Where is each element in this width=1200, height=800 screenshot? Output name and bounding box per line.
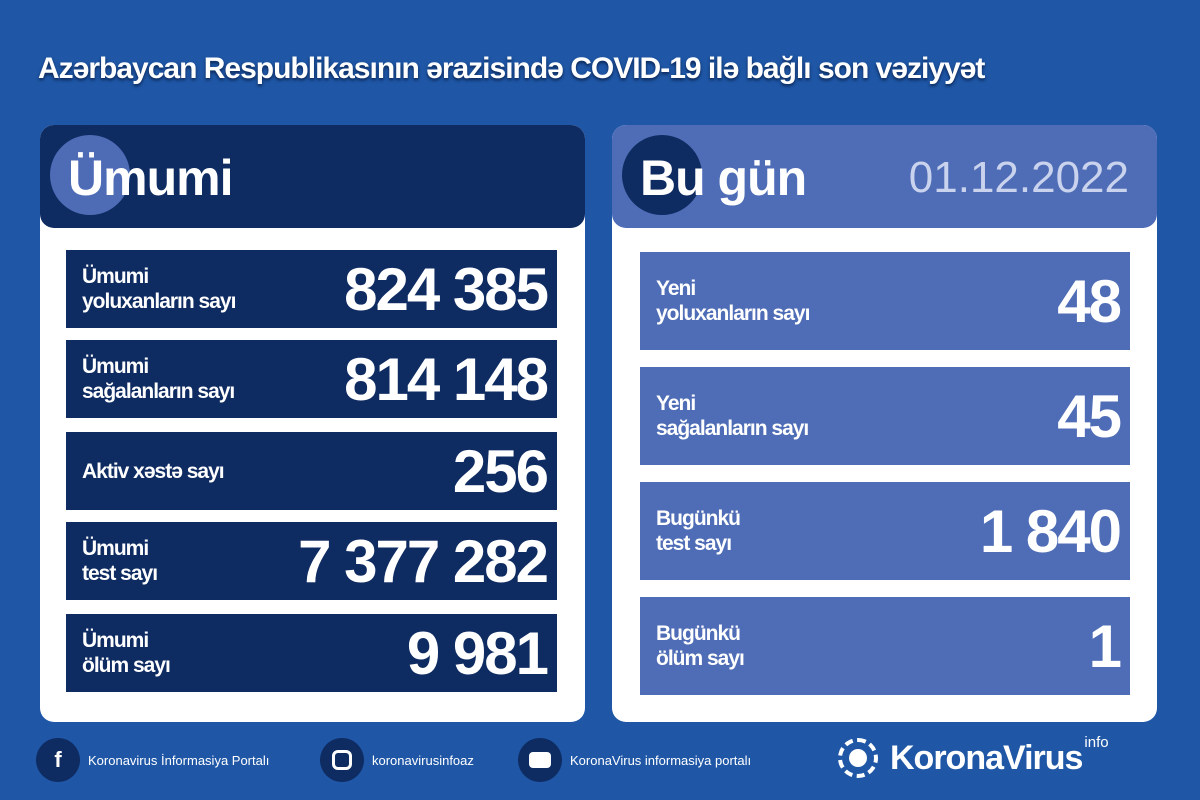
stat-value: 814 148 [344,345,549,413]
today-panel: Bu gün 01.12.2022 Yeni yoluxanların sayı … [612,125,1157,722]
stat-label: Ümumi sağalanların sayı [82,355,235,403]
stat-label: Ümumi test sayı [82,537,158,585]
total-header: Ümumi [40,125,585,228]
stat-value: 1 840 [979,497,1122,565]
stat-value: 256 [452,437,549,505]
stat-row: Aktiv xəstə sayı 256 [66,432,557,510]
stat-label: Ümumi yoluxanların sayı [82,265,236,313]
instagram-icon [320,738,364,782]
stat-row: Bugünkü ölüm sayı 1 [640,597,1130,695]
total-panel: Ümumi Ümumi yoluxanların sayı 824 385 Ümum… [40,125,585,722]
stat-label: Bugünkü ölüm sayı [656,622,745,670]
total-heading: Ümumi [68,150,233,206]
stat-label: Ümumi ölüm sayı [82,629,171,677]
today-heading: Bu gün [640,150,807,206]
stat-row: Ümumi ölüm sayı 9 981 [66,614,557,692]
today-header: Bu gün 01.12.2022 [612,125,1157,228]
stat-value: 1 [1088,612,1122,680]
stat-value: 7 377 282 [298,527,549,595]
stat-label: Bugünkü test sayı [656,507,741,555]
stat-row: Yeni yoluxanların sayı 48 [640,252,1130,350]
page-title: Azərbaycan Respublikasının ərazisində CO… [38,52,985,85]
instagram-link[interactable]: koronavirusinfoaz [320,738,474,782]
stat-row: Ümumi yoluxanların sayı 824 385 [66,250,557,328]
facebook-icon: f [36,738,80,782]
stat-label: Yeni sağalanların sayı [656,392,809,440]
youtube-icon [518,738,562,782]
youtube-link[interactable]: KoronaVirus informasiya portalı [518,738,751,782]
today-date: 01.12.2022 [908,153,1129,202]
stat-value: 824 385 [344,255,549,323]
koronavirus-logo: KoronaVirus info [838,734,1109,778]
stat-value: 48 [1057,267,1122,335]
facebook-link[interactable]: f Koronavirus İnformasiya Portalı [36,738,269,782]
sun-icon [838,738,878,778]
footer: f Koronavirus İnformasiya Portalı korona… [0,734,1200,788]
stat-row: Yeni sağalanların sayı 45 [640,367,1130,465]
stat-row: Ümumi sağalanların sayı 814 148 [66,340,557,418]
stat-value: 9 981 [406,619,549,687]
stat-row: Ümumi test sayı 7 377 282 [66,522,557,600]
stat-label: Aktiv xəstə sayı [82,459,225,483]
stat-row: Bugünkü test sayı 1 840 [640,482,1130,580]
virus-icon [622,135,702,215]
stat-label: Yeni yoluxanların sayı [656,277,810,325]
virus-icon [50,135,130,215]
stat-value: 45 [1057,382,1122,450]
